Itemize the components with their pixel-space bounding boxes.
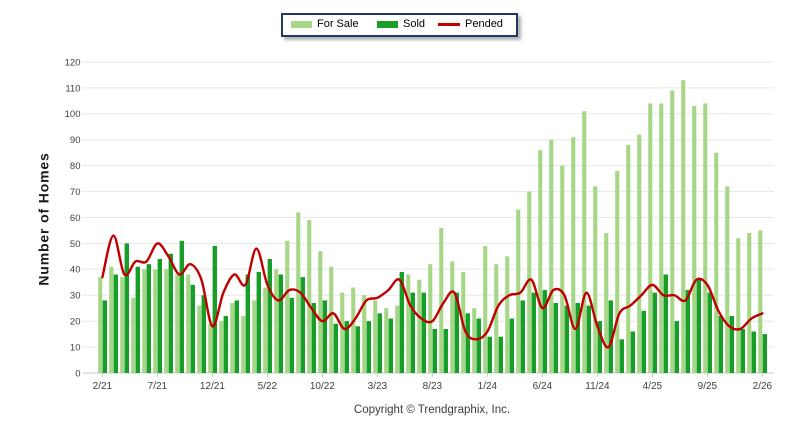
svg-text:60: 60 <box>70 213 81 224</box>
svg-text:0: 0 <box>75 368 80 379</box>
svg-text:100: 100 <box>65 109 81 120</box>
svg-text:110: 110 <box>65 83 80 94</box>
svg-text:3/23: 3/23 <box>368 381 388 392</box>
svg-text:40: 40 <box>70 265 81 276</box>
svg-text:10/22: 10/22 <box>310 381 335 392</box>
svg-text:1/24: 1/24 <box>478 381 498 392</box>
svg-text:20: 20 <box>70 317 81 328</box>
svg-text:12/21: 12/21 <box>200 381 225 392</box>
svg-text:5/22: 5/22 <box>258 381 278 392</box>
svg-text:11/24: 11/24 <box>585 381 610 392</box>
svg-text:4/25: 4/25 <box>643 381 663 392</box>
svg-text:90: 90 <box>70 135 81 146</box>
svg-text:10: 10 <box>70 343 81 354</box>
svg-text:9/25: 9/25 <box>698 381 718 392</box>
svg-text:30: 30 <box>70 291 81 302</box>
svg-text:80: 80 <box>70 161 81 172</box>
svg-text:Copyright © Trendgraphix, Inc.: Copyright © Trendgraphix, Inc. <box>354 404 510 416</box>
svg-text:Number of Homes: Number of Homes <box>36 152 52 285</box>
svg-text:8/23: 8/23 <box>423 381 443 392</box>
svg-text:50: 50 <box>70 239 81 250</box>
svg-text:6/24: 6/24 <box>533 381 553 392</box>
svg-text:2/21: 2/21 <box>93 381 113 392</box>
svg-text:70: 70 <box>70 187 81 198</box>
svg-text:120: 120 <box>65 57 81 68</box>
svg-text:2/26: 2/26 <box>753 381 773 392</box>
svg-text:7/21: 7/21 <box>148 381 168 392</box>
